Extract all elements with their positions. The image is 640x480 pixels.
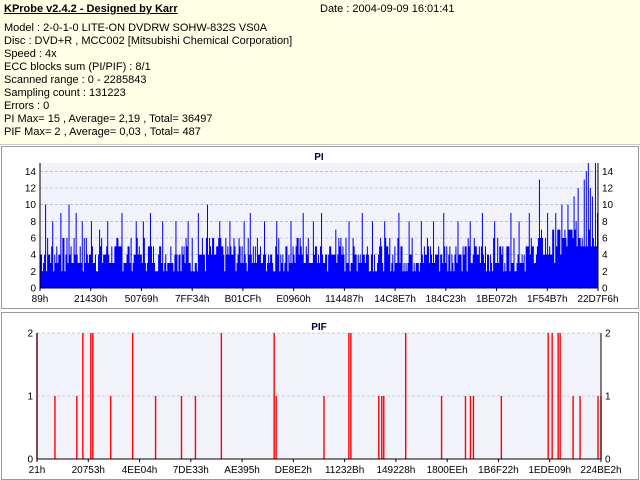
pi-y-tick-right: 12	[602, 184, 614, 195]
pif-stats-line: PIF Max= 2 , Average= 0,03 , Total= 487	[4, 126, 201, 138]
pif-x-tick-label: 7DE33h	[173, 465, 209, 476]
errors-line: Errors : 0	[4, 100, 50, 112]
pi-y-tick-right: 14	[602, 167, 614, 178]
pi-bars	[40, 163, 598, 288]
pi-y-tick-left: 2	[30, 267, 36, 278]
pi-y-tick-left: 10	[25, 200, 37, 211]
pi-y-tick-right: 10	[602, 200, 614, 211]
pif-x-tick-label: 11232Bh	[325, 465, 364, 476]
pi-chart-title: PI	[314, 152, 324, 163]
pif-x-tick-label: 1B6F22h	[478, 465, 519, 476]
pi-y-tick-left: 6	[30, 234, 36, 245]
pi-y-tick-right: 2	[602, 267, 608, 278]
pif-y-tick-left: 2	[27, 329, 33, 340]
pi-x-tick-label: 114487h	[325, 294, 363, 305]
pif-x-tick-label: 21h	[29, 465, 46, 476]
pif-chart-panel: PIF 0 0 1 1 2 2 21h 20753h 4EE04h 7DE33h AE395h DE8E…	[1, 312, 639, 480]
pi-y-tick-right: 0	[602, 284, 608, 295]
pi-x-tick-label: 1F54B7h	[527, 294, 568, 305]
pi-x-tick-label: 1BE072h	[476, 294, 517, 305]
pif-y-tick-left: 0	[27, 455, 33, 466]
pi-chart-panel: PI 0 0 2 2 4 4 6 6 8 8 10 10 12 12 14 14 89h 21430h 50769h 7…	[1, 146, 639, 309]
pi-y-tick-right: 8	[602, 217, 608, 228]
ecc-line: ECC blocks sum (PI/PIF) : 8/1	[4, 61, 151, 73]
pi-y-tick-left: 14	[25, 167, 37, 178]
pi-x-tick-label: 14C8E7h	[374, 294, 416, 305]
pif-chart-title: PIF	[311, 322, 327, 333]
pif-x-tick-label: DE8E2h	[275, 465, 312, 476]
pi-y-tick-right: 6	[602, 234, 608, 245]
pif-x-tick-label: 149228h	[376, 465, 415, 476]
pi-x-tick-label: 89h	[32, 294, 49, 305]
pi-x-tick-label: 22D7F6h	[577, 294, 618, 305]
pif-x-tick-label: AE395h	[224, 465, 260, 476]
info-panel: KProbe v2.4.2 - Designed by Karr Date : …	[0, 0, 640, 145]
disc-line: Disc : DVD+R , MCC002 [Mitsubishi Chemic…	[4, 35, 293, 47]
pi-x-tick-label: 7FF34h	[175, 294, 209, 305]
pif-chart: PIF 0 0 1 1 2 2 21h 20753h 4EE04h 7DE33h AE395h DE8E…	[27, 322, 621, 476]
pif-x-tick-label: 1800EEh	[427, 465, 468, 476]
pif-x-tick-label: 4EE04h	[122, 465, 158, 476]
speed-line: Speed : 4x	[4, 48, 57, 60]
pi-y-tick-right: 4	[602, 250, 608, 261]
pif-x-tick-label: 20753h	[72, 465, 105, 476]
pi-x-tick-label: E0960h	[276, 294, 310, 305]
pif-x-tick-label: 224BE2h	[580, 465, 621, 476]
pif-y-tick-right: 1	[605, 392, 611, 403]
pi-y-tick-left: 0	[30, 284, 36, 295]
range-line: Scanned range : 0 - 2285843	[4, 74, 147, 86]
pi-y-tick-left: 12	[25, 184, 37, 195]
pi-x-tick-label: 21430h	[74, 294, 107, 305]
pif-x-tick-label: 1EDE09h	[528, 465, 571, 476]
pif-y-tick-left: 1	[27, 392, 33, 403]
pi-y-tick-left: 4	[30, 250, 36, 261]
pi-x-tick-label: 184C23h	[426, 294, 467, 305]
pi-x-tick-label: 50769h	[125, 294, 158, 305]
sampling-line: Sampling count : 131223	[4, 87, 126, 99]
pi-y-tick-left: 8	[30, 217, 36, 228]
model-line: Model : 2-0-1-0 LITE-ON DVDRW SOHW-832S …	[4, 22, 268, 34]
pif-y-tick-right: 2	[605, 329, 611, 340]
scan-date: Date : 2004-09-09 16:01:41	[320, 3, 455, 15]
pi-chart: PI 0 0 2 2 4 4 6 6 8 8 10 10 12 12 14 14 89h 21430h 50769h 7…	[25, 152, 619, 305]
pi-stats-line: PI Max= 15 , Average= 2,19 , Total= 3649…	[4, 113, 213, 125]
pi-x-tick-label: B01CFh	[225, 294, 262, 305]
app-title: KProbe v2.4.2 - Designed by Karr	[4, 3, 178, 15]
pif-y-tick-right: 0	[605, 455, 611, 466]
